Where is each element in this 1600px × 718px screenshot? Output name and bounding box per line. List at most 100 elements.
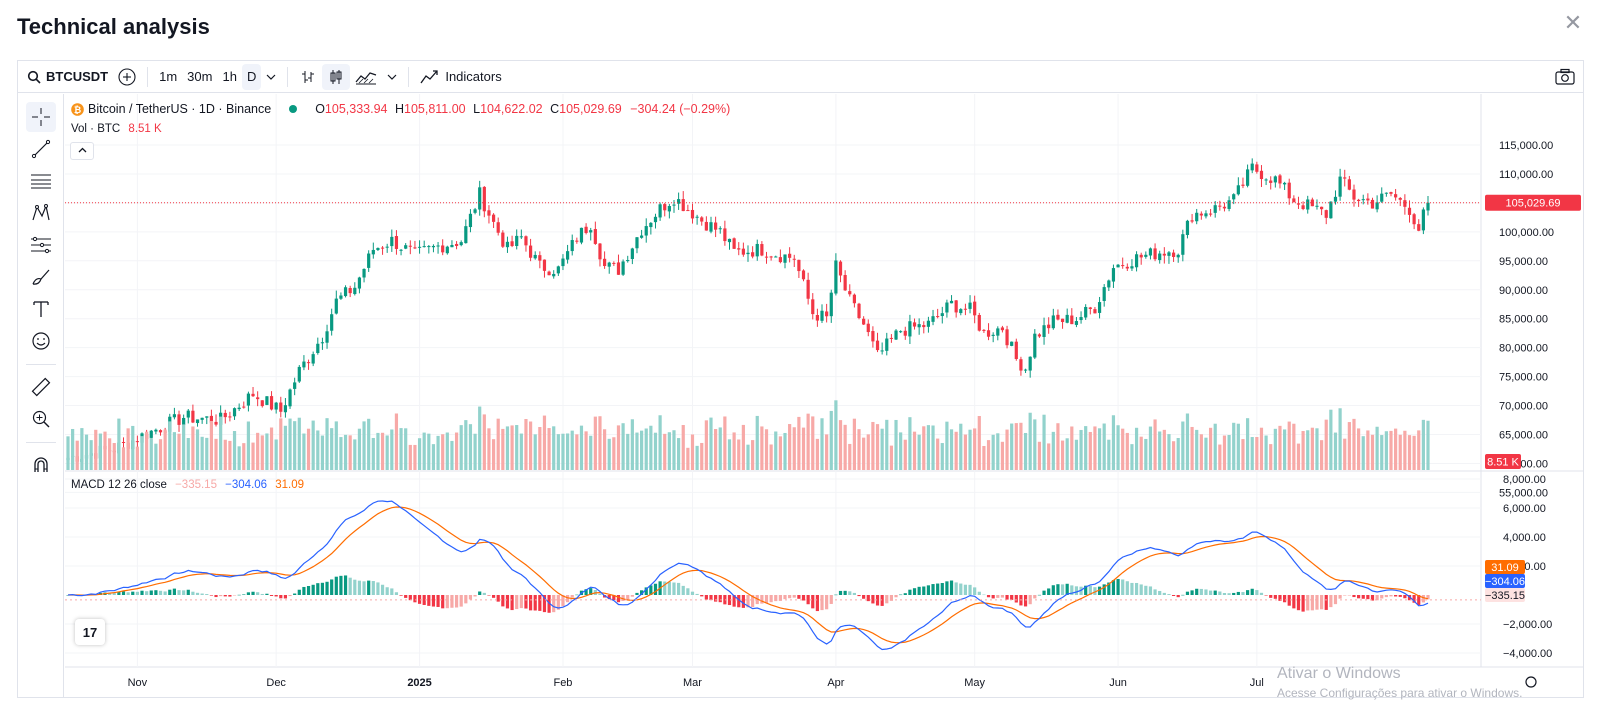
macd-histogram-bar [1005, 595, 1009, 600]
price-tick-label: 115,000.00 [1499, 140, 1553, 152]
candle-body [1384, 192, 1388, 194]
candles-style-button[interactable] [322, 63, 351, 90]
macd-histogram-bar [663, 581, 667, 595]
collapse-legend-button[interactable] [70, 142, 94, 160]
macd-histogram-bar [644, 587, 648, 595]
macd-histogram-bar [556, 595, 560, 610]
macd-histogram-bar [801, 595, 806, 601]
camera-icon[interactable] [1555, 68, 1575, 86]
candle-body [209, 415, 214, 423]
candle-body [875, 340, 880, 351]
macd-histogram-bar [1037, 594, 1042, 596]
change-value: −304.24 (−0.29%) [630, 102, 731, 116]
volume-bar [598, 416, 602, 470]
candle-body [376, 247, 380, 251]
volume-bar [417, 438, 422, 470]
candle-body [274, 402, 278, 410]
fib-tool[interactable] [26, 166, 56, 196]
candle-body [524, 236, 528, 246]
interval-1m-button[interactable]: 1m [159, 69, 178, 84]
volume-bar [1250, 437, 1254, 470]
macd-histogram-bar [1047, 588, 1051, 595]
macd-legend: MACD 12 26 close −335.15 −304.06 31.09 [71, 479, 304, 491]
candle-body [482, 186, 486, 212]
candle-body [704, 221, 708, 231]
volume-bar [66, 436, 70, 470]
candle-body [658, 204, 662, 218]
macd-histogram-bar [778, 595, 782, 601]
interval-d-button[interactable]: D [241, 63, 262, 90]
trend-line-tool[interactable] [26, 134, 56, 164]
indicators-label: Indicators [445, 69, 502, 84]
volume-bar [1232, 422, 1236, 470]
candle-body [371, 249, 375, 255]
candle-body [1250, 163, 1254, 171]
magnet-tool[interactable] [26, 450, 56, 480]
macd-histogram-bar [1153, 589, 1157, 595]
drawing-toolbar [18, 94, 64, 698]
zoom-tool[interactable] [26, 404, 56, 434]
close-icon[interactable]: ✕ [1563, 10, 1583, 35]
macd-histogram-bar [718, 595, 722, 603]
candle-body [269, 396, 274, 410]
settings-gear-icon[interactable] [1525, 676, 1537, 688]
chart-pane[interactable]: 115,000.00110,000.00105,000.00100,000.00… [65, 94, 1584, 698]
open-key: O [315, 102, 325, 116]
volume-bar [968, 429, 972, 470]
candle-body [1421, 209, 1425, 231]
volume-bar [75, 440, 79, 470]
volume-bar [1426, 420, 1430, 470]
crosshair-tool[interactable] [26, 102, 56, 132]
macd-histogram-bar [1093, 587, 1097, 595]
volume-bar [764, 429, 769, 470]
area-style-button[interactable] [350, 64, 382, 90]
candle-body [1000, 327, 1005, 331]
candle-body [1047, 324, 1051, 329]
candle-body [441, 245, 445, 253]
volume-bar [1051, 431, 1055, 470]
interval-1h-button[interactable]: 1h [222, 69, 237, 84]
volume-bar [547, 428, 551, 470]
volume-bar [593, 416, 597, 470]
volume-bar [727, 439, 732, 470]
macd-histogram-bar [408, 595, 412, 601]
volume-bar [658, 415, 662, 470]
macd-histogram-bar [182, 590, 186, 595]
candle-body [172, 414, 176, 418]
compare-button[interactable] [113, 64, 141, 90]
candle-body [1357, 199, 1361, 202]
emoji-tool[interactable] [26, 326, 56, 356]
volume-bar [838, 420, 843, 470]
interval-30m-button[interactable]: 30m [187, 69, 213, 84]
candle-body [1181, 234, 1185, 255]
text-tool[interactable] [26, 294, 56, 324]
price-chart-svg[interactable]: 115,000.00110,000.00105,000.00100,000.00… [65, 94, 1584, 698]
candle-body [1148, 248, 1153, 256]
candle-body [1375, 202, 1379, 210]
macd-histogram-bar [209, 595, 214, 596]
candle-body [417, 246, 422, 248]
brush-tool[interactable] [26, 262, 56, 292]
candle-body [820, 310, 824, 321]
candles-icon [330, 69, 342, 84]
interval-dropdown[interactable] [261, 64, 281, 90]
macd-histogram-bar [1148, 586, 1153, 595]
volume-bar [1245, 418, 1250, 470]
chart-style-dropdown[interactable] [382, 64, 402, 90]
macd-histogram-bar [1264, 595, 1268, 596]
bars-style-button[interactable] [294, 64, 322, 90]
ruler-tool[interactable] [26, 372, 56, 402]
indicators-button[interactable]: Indicators [415, 64, 506, 90]
macd-histogram-bar [700, 595, 704, 597]
tradingview-logo[interactable]: 17 [75, 619, 105, 645]
symbol-search-button[interactable]: BTCUSDT [18, 64, 113, 90]
candle-body [552, 273, 556, 277]
pattern-tool[interactable] [26, 198, 56, 228]
candle-body [834, 260, 838, 294]
volume-bar [1361, 436, 1365, 470]
macd-histogram-bar [737, 595, 741, 608]
volume-bar [1139, 436, 1143, 470]
volume-bar [700, 442, 704, 470]
forecast-tool[interactable] [26, 230, 56, 260]
macd-histogram-bar [1130, 582, 1134, 595]
